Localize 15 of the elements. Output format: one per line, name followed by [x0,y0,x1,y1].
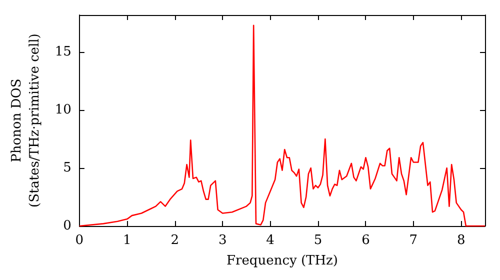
x-tick-label: 3 [218,233,227,248]
y-tick-label: 0 [63,218,72,234]
x-tick-label: 5 [314,233,322,248]
x-tick-label: 2 [170,233,180,248]
x-tick-label: 6 [362,233,370,248]
y-tick-label: 5 [63,160,72,176]
y-axis-title: Phonon DOS (States/THz·primitive cell) [10,33,42,208]
y-tick-label: 10 [54,102,72,118]
x-tick-label: 0 [75,233,84,248]
y-tick-label: 15 [54,44,72,60]
x-tick-label: 4 [266,233,274,248]
x-tick-label: 1 [123,233,132,248]
x-tick-label: 8 [457,233,466,248]
x-axis-title: Frequency (THz) [226,253,338,268]
x-tick-label: 7 [409,233,418,248]
